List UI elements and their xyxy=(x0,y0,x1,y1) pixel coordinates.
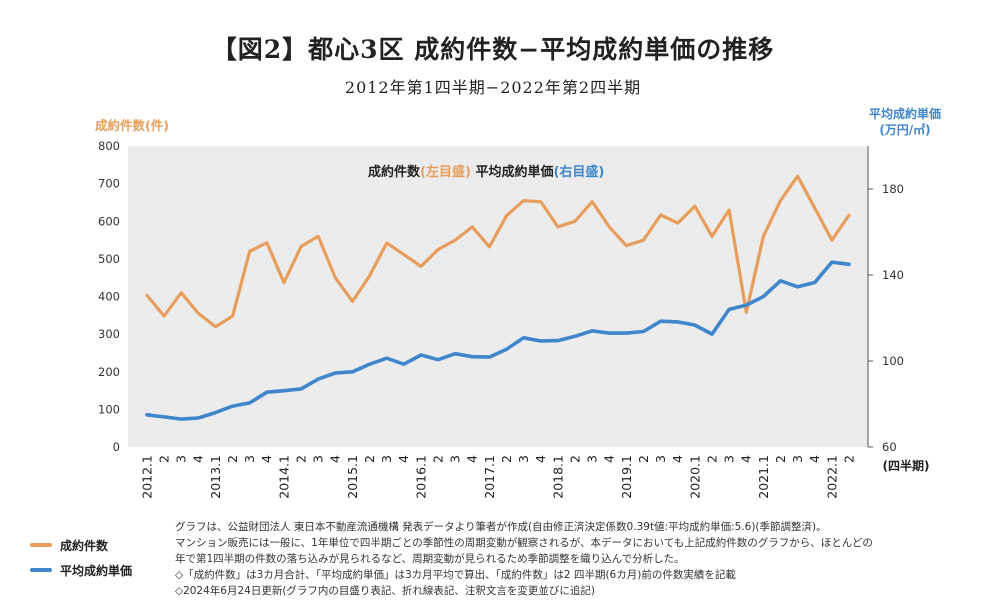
x-tick-label: 4 xyxy=(191,455,206,463)
inner-legend-part: 平均成約単価 xyxy=(475,164,553,180)
x-tick-label: 2017.1 xyxy=(482,455,497,499)
x-tick-label: 2022.1 xyxy=(824,455,839,499)
x-tick-label: 2019.1 xyxy=(619,455,634,499)
x-tick-label: 4 xyxy=(533,455,548,463)
x-tick-label: 4 xyxy=(602,455,617,463)
x-tick-label: 2021.1 xyxy=(756,455,771,499)
x-tick-label: 3 xyxy=(174,455,189,463)
left-tick-label: 0 xyxy=(113,440,120,454)
right-axis-unit: (万円/㎡) xyxy=(879,122,930,137)
inner-legend-part: 成約件数 xyxy=(368,164,421,180)
x-tick-label: 2 xyxy=(293,455,308,463)
x-tick-label: 3 xyxy=(379,455,394,463)
x-tick-label: 2018.1 xyxy=(550,455,565,499)
footnote-line: マンション販売には一般に、1年単位で四半期ごとの季節性の周期変動が観察されるが、… xyxy=(175,537,873,549)
x-tick-label: 3 xyxy=(311,455,326,463)
x-tick-label: 3 xyxy=(585,455,600,463)
x-tick-label: 2 xyxy=(225,455,240,463)
x-tick-label: 2 xyxy=(156,455,171,463)
legend-item-price: 平均成約単価 xyxy=(30,561,180,579)
x-tick-label: 2020.1 xyxy=(687,455,702,499)
inner-legend: 成約件数(左目盛) 平均成約単価(右目盛) xyxy=(368,164,604,180)
series-line-count xyxy=(145,174,851,329)
footnote-line: グラフは、公益財団法人 東日本不動産流通機構 発表データより筆者が作成(自由修正… xyxy=(175,521,827,533)
chart-subtitle: 2012年第1四半期−2022年第2四半期 xyxy=(344,78,642,97)
series-line-price xyxy=(145,260,851,421)
legend-swatch-price xyxy=(30,568,52,572)
x-tick-label: 4 xyxy=(465,455,480,463)
inner-legend-part: (右目盛) xyxy=(553,164,604,180)
left-tick-label: 800 xyxy=(98,139,120,153)
x-tick-label: 2014.1 xyxy=(276,455,291,499)
footnote-line: ◇2024年6月24日更新(グラフ内の目盛り表記、折れ線表記、注釈文言を変更並び… xyxy=(175,585,596,597)
x-tick-label: 2 xyxy=(704,455,719,463)
x-tick-label: 3 xyxy=(722,455,737,463)
legend-label-count: 成約件数 xyxy=(60,538,109,553)
left-tick-label: 200 xyxy=(98,365,120,379)
footnote-line: 年で第1四半期の件数の落ち込みが見られるなど、周期変動が見られるため季節調整を織… xyxy=(175,553,685,565)
x-tick-label: 2015.1 xyxy=(345,455,360,499)
x-tick-label: 4 xyxy=(807,455,822,463)
x-tick-label: 2 xyxy=(362,455,377,463)
left-tick-label: 500 xyxy=(98,252,120,266)
x-tick-label: 2 xyxy=(841,455,856,463)
left-tick-label: 100 xyxy=(98,402,120,416)
legend-item-count: 成約件数 xyxy=(30,536,180,554)
right-tick-label: 140 xyxy=(882,268,904,282)
x-tick-label: 4 xyxy=(396,455,411,463)
x-tick-label: 4 xyxy=(670,455,685,463)
x-tick-label: 4 xyxy=(259,455,274,463)
left-axis-title: 成約件数(件) xyxy=(95,118,169,133)
footnotes: グラフは、公益財団法人 東日本不動産流通機構 発表データより筆者が作成(自由修正… xyxy=(175,519,965,599)
left-tick-label: 700 xyxy=(98,177,120,191)
x-tick-label: 4 xyxy=(739,455,754,463)
x-tick-label: 3 xyxy=(653,455,668,463)
right-axis-title: 平均成約単価 xyxy=(869,106,941,121)
x-tick-label: 4 xyxy=(328,455,343,463)
legend-label-price: 平均成約単価 xyxy=(60,563,133,578)
inner-legend-part: (左目盛) xyxy=(420,164,471,180)
chart-title: 【図2】都心3区 成約件数−平均成約単価の推移 xyxy=(211,35,775,64)
x-tick-label: 2 xyxy=(567,455,582,463)
right-tick-label: 60 xyxy=(882,440,897,454)
x-axis-title: (四半期) xyxy=(883,458,930,473)
right-tick-label: 100 xyxy=(882,354,904,368)
x-tick-label: 3 xyxy=(242,455,257,463)
x-tick-label: 2 xyxy=(430,455,445,463)
x-tick-label: 2016.1 xyxy=(413,455,428,499)
x-tick-label: 3 xyxy=(448,455,463,463)
x-tick-label: 2 xyxy=(773,455,788,463)
x-tick-label: 2013.1 xyxy=(208,455,223,499)
left-tick-label: 600 xyxy=(98,214,120,228)
x-tick-label: 2012.1 xyxy=(139,455,154,499)
legend-swatch-count xyxy=(30,543,52,547)
x-tick-label: 2 xyxy=(499,455,514,463)
right-tick-label: 180 xyxy=(882,182,904,196)
left-tick-label: 300 xyxy=(98,327,120,341)
x-tick-label: 3 xyxy=(516,455,531,463)
footnote-line: ◇「成約件数」は3カ月合計、「平均成約単価」は3カ月平均で算出、「成約件数」は2… xyxy=(175,569,736,581)
left-tick-label: 400 xyxy=(98,290,120,304)
x-tick-label: 3 xyxy=(790,455,805,463)
x-tick-label: 2 xyxy=(636,455,651,463)
